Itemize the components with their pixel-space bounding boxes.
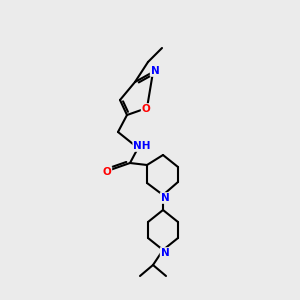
Text: N: N <box>151 66 159 76</box>
Text: N: N <box>160 193 169 203</box>
Text: O: O <box>142 104 150 114</box>
Text: NH: NH <box>133 141 151 151</box>
Text: O: O <box>103 167 111 177</box>
Text: N: N <box>160 248 169 258</box>
